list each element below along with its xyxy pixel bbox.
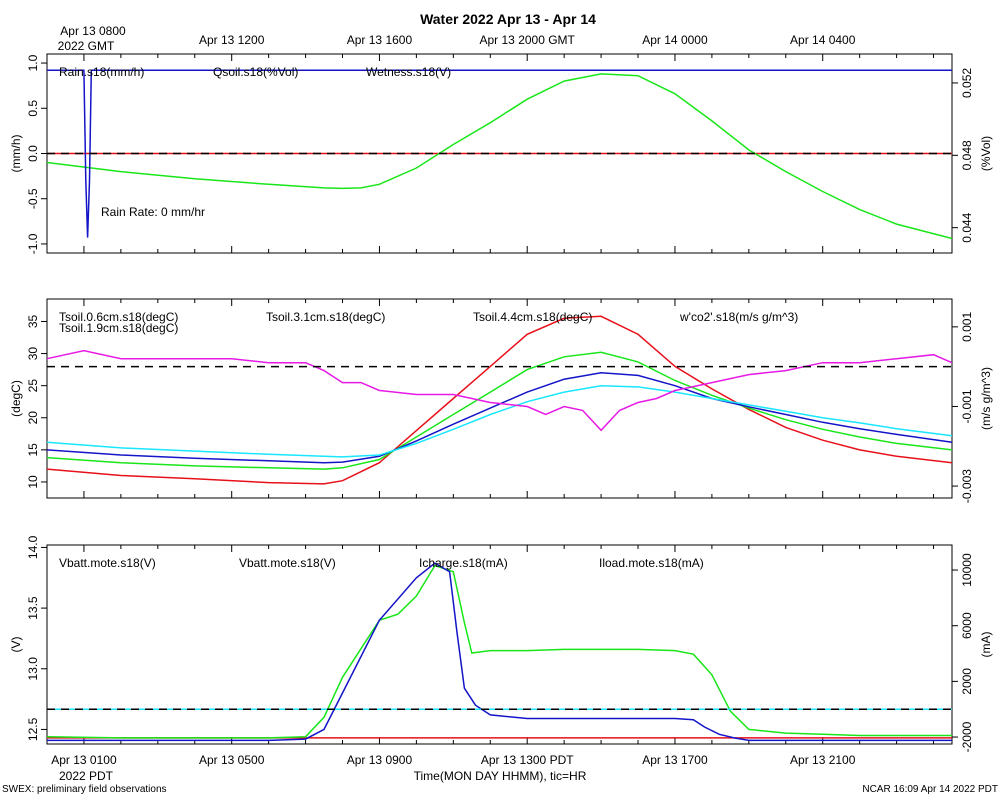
soil-temperature-right-tick-label: -0.001	[960, 389, 974, 423]
top-axis-origin-line1: Apr 13 0800	[60, 24, 126, 38]
top-tick-label: Apr 13 1200	[199, 33, 265, 47]
bottom-tick-label: Apr 13 2100	[790, 753, 856, 767]
water-left-tick-label: -1.0	[26, 233, 40, 254]
top-axis-origin-line2: 2022 GMT	[58, 39, 115, 53]
legend-wco2: w'co2'.s18(m/s g/m^3)	[679, 310, 798, 324]
battery-right-tick-label: 6000	[960, 612, 974, 639]
bottom-tick-label: Apr 13 0500	[199, 753, 265, 767]
series-tsoil-4-4cm-s18-degc-	[46, 384, 953, 458]
water-left-tick-label: -0.5	[26, 188, 40, 209]
bottom-axis-label: Time(MON DAY HHMM), tic=HR	[414, 769, 587, 783]
bottom-tick-label: Apr 13 1300 PDT	[481, 753, 574, 767]
battery-panel: 12.5 13.0 13.5 14.0 (V) -2000 2000 6000 10000 (mA…	[9, 535, 993, 752]
bottom-axis-tick-labels: Apr 13 0100 Apr 13 0500 Apr 13 0900 Apr 13 …	[51, 753, 855, 767]
footer-left: SWEX: preliminary field observations	[2, 784, 167, 795]
battery-frame	[46, 544, 953, 745]
water-panel: -1.0 -0.5 0.0 0.5 1.0 (mm/h) 0.044 0.048 0.052 (%…	[9, 53, 993, 254]
soil-temperature-left-tick-label: 10	[26, 475, 40, 489]
legend-wetness: Wetness.s18(V)	[366, 65, 451, 79]
water-left-tick-label: 0.5	[26, 100, 40, 117]
water-right-tick-label: 0.048	[960, 140, 974, 170]
footer-right: NCAR 16:09 Apr 14 2022 PDT	[862, 784, 998, 795]
soil-temperature-left-tick-label: 25	[26, 379, 40, 393]
top-tick-label: Apr 14 0000	[642, 33, 708, 47]
water-left-tick-label: 1.0	[26, 54, 40, 71]
series-tsoil-3-1cm-s18-degc-	[46, 372, 953, 464]
soil-temperature-panel: 10 15 20 25 30 35 (degC) -0.003 -0.001 0.001 (m/s …	[9, 298, 993, 503]
soil-temperature-left-axis-label: (degC)	[9, 380, 23, 417]
series-tsoil-1-9cm-s18-degc-	[46, 351, 953, 470]
bottom-tick-label: Apr 13 0100	[51, 753, 117, 767]
water-right-tick-label: 0.044	[960, 212, 974, 242]
series-vbatt-mote-s18-v-green-	[46, 564, 952, 739]
battery-left-tick-label: 14.0	[26, 535, 40, 559]
top-axis-tick-labels: Apr 13 1200 Apr 13 1600 Apr 13 2000 GMT Apr…	[199, 33, 856, 47]
series-icharge-s18-ma-	[47, 562, 952, 742]
series-w-co2-s18-m-s-g-m-3-	[46, 349, 953, 432]
legend-vbatt-red: Vbatt.mote.s18(V)	[59, 556, 156, 570]
legend-tsoil-3.1cm: Tsoil.3.1cm.s18(degC)	[266, 310, 385, 324]
water-left-tick-label: 0.0	[26, 145, 40, 162]
water-right-tick-label: 0.052	[960, 68, 974, 98]
legend-tsoil-4.4cm: Tsoil.4.4cm.s18(degC)	[473, 310, 592, 324]
top-tick-label: Apr 13 1600	[347, 33, 413, 47]
legend-rain: Rain.s18(mm/h)	[59, 65, 144, 79]
soil-temperature-right-tick-label: 0.001	[960, 312, 974, 342]
series-tsoil-0-6cm-s18-degc-	[46, 315, 953, 485]
soil-temperature-left-tick-label: 15	[26, 443, 40, 457]
water-left-axis-label: (mm/h)	[9, 135, 23, 173]
soil-temperature-left-tick-label: 30	[26, 347, 40, 361]
legend-vbatt-green: Vbatt.mote.s18(V)	[239, 556, 336, 570]
legend-iload: Iload.mote.s18(mA)	[599, 556, 704, 570]
legend-qsoil: Qsoil.s18(%Vol)	[213, 65, 298, 79]
soil-temperature-right-axis-label: (m/s g/m^3)	[979, 367, 993, 430]
bottom-axis-origin: 2022 PDT	[59, 769, 114, 783]
rain-rate-annotation: Rain Rate: 0 mm/hr	[101, 205, 205, 219]
battery-right-tick-label: 2000	[960, 668, 974, 695]
series-qsoil-s18-vol-	[46, 73, 953, 240]
legend-tsoil-0.6cm: Tsoil.0.6cm.s18(degC)	[59, 310, 178, 324]
soil-temperature-frame	[46, 298, 953, 499]
top-tick-label: Apr 14 0400	[790, 33, 856, 47]
battery-left-tick-label: 12.5	[26, 717, 40, 741]
bottom-tick-label: Apr 13 1700	[642, 753, 708, 767]
chart-title: Water 2022 Apr 13 - Apr 14	[420, 11, 596, 27]
bottom-tick-label: Apr 13 0900	[347, 753, 413, 767]
legend-tsoil-1.9cm: Tsoil.1.9cm.s18(degC)	[59, 321, 178, 335]
water-right-axis-label: (%Vol)	[979, 136, 993, 171]
battery-right-tick-label: 10000	[960, 553, 974, 587]
battery-left-axis-label: (V)	[9, 637, 23, 653]
battery-left-tick-label: 13.5	[26, 596, 40, 620]
battery-left-tick-label: 13.0	[26, 657, 40, 681]
battery-right-tick-label: -2000	[960, 721, 974, 752]
soil-temperature-left-tick-label: 20	[26, 411, 40, 425]
soil-temperature-right-tick-label: -0.003	[960, 469, 974, 503]
legend-icharge: Icharge.s18(mA)	[419, 556, 508, 570]
soil-temperature-left-tick-label: 35	[26, 314, 40, 328]
series-wetness-s18-v-	[47, 69, 952, 238]
top-tick-label: Apr 13 2000 GMT	[480, 33, 576, 47]
battery-right-axis-label: (mA)	[979, 632, 993, 658]
